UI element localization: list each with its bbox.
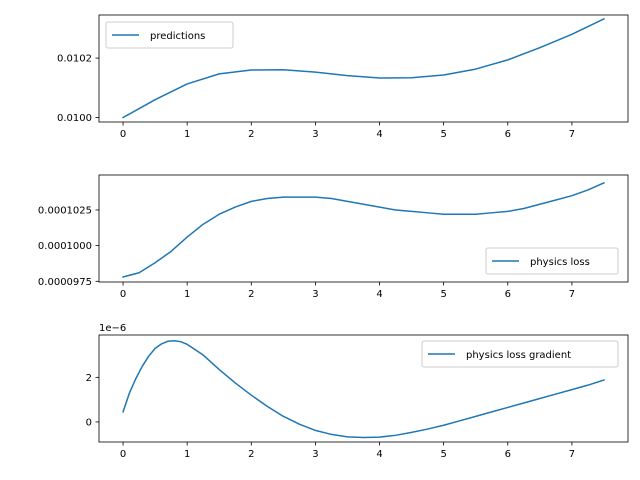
x-tick-label: 0 [120, 449, 126, 460]
x-tick-label: 7 [569, 449, 575, 460]
legend-label: physics loss [530, 257, 590, 268]
x-tick-label: 2 [248, 449, 254, 460]
x-tick-label: 5 [440, 449, 446, 460]
legend-box [421, 340, 619, 368]
series-line [122, 181, 605, 278]
y-tick-label: 0.0100 [57, 113, 92, 124]
x-tick-label: 1 [184, 289, 190, 300]
axes-frame [98, 174, 629, 283]
y-tick-label: 0 [86, 417, 92, 428]
series-line [122, 17, 605, 119]
x-tick-label: 5 [440, 289, 446, 300]
legend-box [485, 247, 619, 275]
subplot-predictions: 0 1 2 3 4 5 6 7 0.0100 0.0102 predictions [57, 14, 629, 140]
axes-frame [98, 334, 629, 443]
x-tick-label: 3 [312, 449, 318, 460]
legend: physics loss [485, 247, 619, 275]
y-tick-label: 0.0000975 [38, 277, 92, 288]
y-tick-label: 2 [86, 373, 92, 384]
x-tick-label: 3 [312, 289, 318, 300]
legend: physics loss gradient [421, 340, 619, 368]
x-tick-label: 4 [376, 449, 382, 460]
y-tick-label: 0.0001025 [38, 205, 92, 216]
x-tick-label: 4 [376, 129, 382, 140]
y-tick-label: 0.0102 [57, 54, 92, 65]
x-tick-label: 4 [376, 289, 382, 300]
x-tick-label: 0 [120, 129, 126, 140]
axes-frame [98, 14, 629, 123]
x-tick-label: 6 [505, 129, 511, 140]
x-tick-label: 1 [184, 129, 190, 140]
x-tick-label: 7 [569, 129, 575, 140]
x-tick-label: 5 [440, 129, 446, 140]
x-tick-label: 0 [120, 289, 126, 300]
x-tick-label: 3 [312, 129, 318, 140]
x-tick-label: 2 [248, 129, 254, 140]
legend-box [105, 21, 234, 49]
x-tick-label: 6 [505, 289, 511, 300]
x-tick-label: 7 [569, 289, 575, 300]
x-tick-label: 2 [248, 289, 254, 300]
y-tick-label: 0.0001000 [38, 241, 92, 252]
legend-label: physics loss gradient [466, 350, 571, 361]
legend: predictions [105, 21, 234, 49]
x-tick-label: 6 [505, 449, 511, 460]
series-line [122, 340, 605, 439]
x-tick-label: 1 [184, 449, 190, 460]
subplot-physics-loss-gradient: 0 1 2 3 4 5 6 7 0 2 1e−6 physics loss gradient [86, 323, 629, 460]
y-offset-label: 1e−6 [99, 323, 126, 334]
subplot-physics-loss: 0 1 2 3 4 5 6 7 0.0000975 0.0001000 0.0001025 physi… [38, 174, 629, 300]
legend-label: predictions [150, 31, 205, 42]
